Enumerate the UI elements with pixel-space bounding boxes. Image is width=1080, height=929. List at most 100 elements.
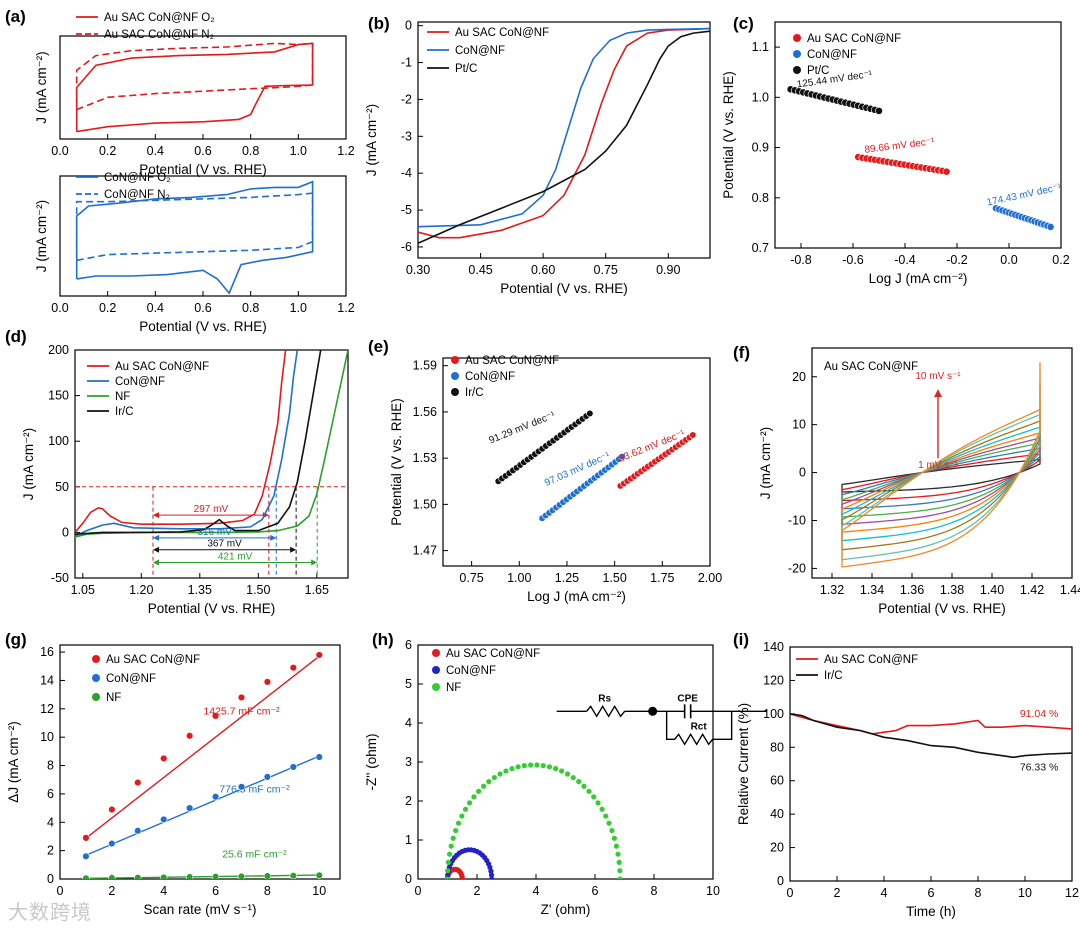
panel-label: (g) (5, 630, 27, 649)
y-tick-label: 100 (48, 434, 69, 448)
legend-label: CoN@NF (446, 665, 496, 677)
plot-frame (774, 21, 1062, 249)
y-axis-label: J (mA cm⁻²) (758, 427, 773, 499)
y-tick-label: 0.7 (752, 241, 769, 255)
x-tick-label: 1.36 (900, 583, 924, 597)
plot-frame (442, 357, 711, 567)
x-tick-label: 1.75 (650, 571, 674, 585)
legend-label: NF (446, 682, 461, 694)
legend-label: NF (106, 692, 121, 704)
y-tick-label: -20 (788, 561, 806, 575)
eis-point (475, 788, 482, 794)
cv-curve (75, 42, 314, 111)
panel-label: (e) (368, 337, 389, 356)
y-tick-label: 4 (405, 716, 412, 730)
annotation: 367 mV (207, 539, 242, 550)
data-point (263, 872, 272, 879)
legend-label: Pt/C (455, 63, 477, 75)
y-tick-label: -5 (401, 203, 412, 217)
eis-point (606, 820, 612, 826)
legend-label: Pt/C (807, 65, 829, 77)
y-tick-label: 4 (47, 815, 54, 829)
x-tick-label: 0.75 (459, 571, 483, 585)
x-axis-label: Log J (mA cm⁻²) (869, 271, 968, 286)
stability-curve (790, 713, 1072, 759)
plot-area (790, 713, 1072, 759)
x-tick-label: 1.50 (246, 583, 270, 597)
tafel-point (586, 409, 594, 418)
x-tick-label: -0.2 (946, 253, 968, 267)
plot-area (444, 762, 623, 879)
legend-marker (793, 50, 801, 58)
x-tick-label: 0.0 (1000, 253, 1017, 267)
x-tick-label: 0 (787, 886, 794, 900)
legend-label: Au SAC CoN@NF (455, 27, 549, 39)
plot-frame (811, 347, 1073, 579)
plot-area (418, 27, 710, 245)
annotation: 10 mV s⁻¹ (915, 371, 961, 382)
y-tick-label: 3 (405, 755, 412, 769)
x-tick-label: 4 (881, 886, 888, 900)
y-axis-label: J (mA cm⁻²) (34, 51, 49, 123)
panel-label: (d) (5, 327, 27, 346)
y-tick-label: 80 (770, 740, 784, 754)
plot-area (82, 651, 323, 879)
x-tick-label: 4 (533, 884, 540, 898)
x-axis-label: Potential (V vs. RHE) (878, 601, 1006, 616)
data-point (160, 873, 168, 879)
data-point (82, 874, 90, 879)
y-tick-label: 40 (770, 807, 784, 821)
x-tick-label: 2.00 (698, 571, 722, 585)
annotation: 421 mV (218, 551, 253, 562)
eis-point (609, 827, 615, 834)
panel-label: (b) (368, 14, 390, 33)
eis-point (455, 820, 462, 826)
data-point (237, 693, 246, 702)
legend-marker (451, 388, 459, 396)
plot-area (494, 409, 697, 522)
y-tick-label: 0 (777, 874, 784, 888)
x-tick-label: 1.25 (555, 571, 579, 585)
x-tick-label: 1.20 (129, 583, 153, 597)
plot-area (841, 362, 1041, 568)
cpe-label: CPE (677, 693, 698, 704)
eis-point (445, 872, 451, 878)
x-tick-label: 6 (212, 884, 219, 898)
data-point (315, 753, 323, 761)
panel-label: (i) (733, 630, 749, 649)
x-tick-label: 1.50 (602, 571, 626, 585)
legend: CoN@NF O₂ CoN@NF N₂ (76, 172, 171, 201)
eis-point (444, 876, 451, 879)
eis-point (521, 763, 527, 769)
tafel-point (1046, 223, 1055, 231)
eis-point (486, 779, 492, 785)
data-point (263, 773, 272, 781)
legend-label: Au SAC CoN@NF (115, 361, 209, 373)
y-tick-label: 10 (40, 730, 54, 744)
y-tick-label: -50 (51, 571, 69, 585)
legend-label: Au SAC CoN@NF N₂ (104, 29, 214, 41)
y-tick-label: 60 (770, 774, 784, 788)
x-tick-label: 10 (1018, 886, 1032, 900)
panel-d: (d) 1.05 1.20 1.35 1.50 1.65 -50 0 50 100 150 200 Po… (5, 327, 349, 616)
data-point (134, 827, 142, 835)
x-tick-label: 4 (160, 884, 167, 898)
data-point (108, 839, 116, 848)
annotation: 91.04 % (1020, 708, 1059, 720)
y-tick-label: 1.0 (752, 90, 769, 104)
x-tick-label: 10 (706, 884, 720, 898)
eis-point (509, 766, 515, 772)
x-tick-label: 0 (415, 884, 422, 898)
data-point (185, 873, 194, 879)
oer-curve (75, 350, 322, 535)
y-tick-label: 0.8 (752, 191, 769, 205)
x-tick-label: 8 (264, 884, 271, 898)
y-tick-label: 5 (405, 677, 412, 691)
legend-marker (451, 356, 459, 364)
legend-label: CoN@NF (455, 45, 505, 57)
fit-line (85, 755, 320, 856)
panel-e: (e) 0.75 1.00 1.25 1.50 1.75 2.00 1.47 1.50 1.53 1… (368, 337, 722, 604)
annotation: 89.66 mV dec⁻¹ (864, 136, 936, 156)
lsv-curve (418, 27, 710, 228)
tafel-point (689, 431, 697, 439)
